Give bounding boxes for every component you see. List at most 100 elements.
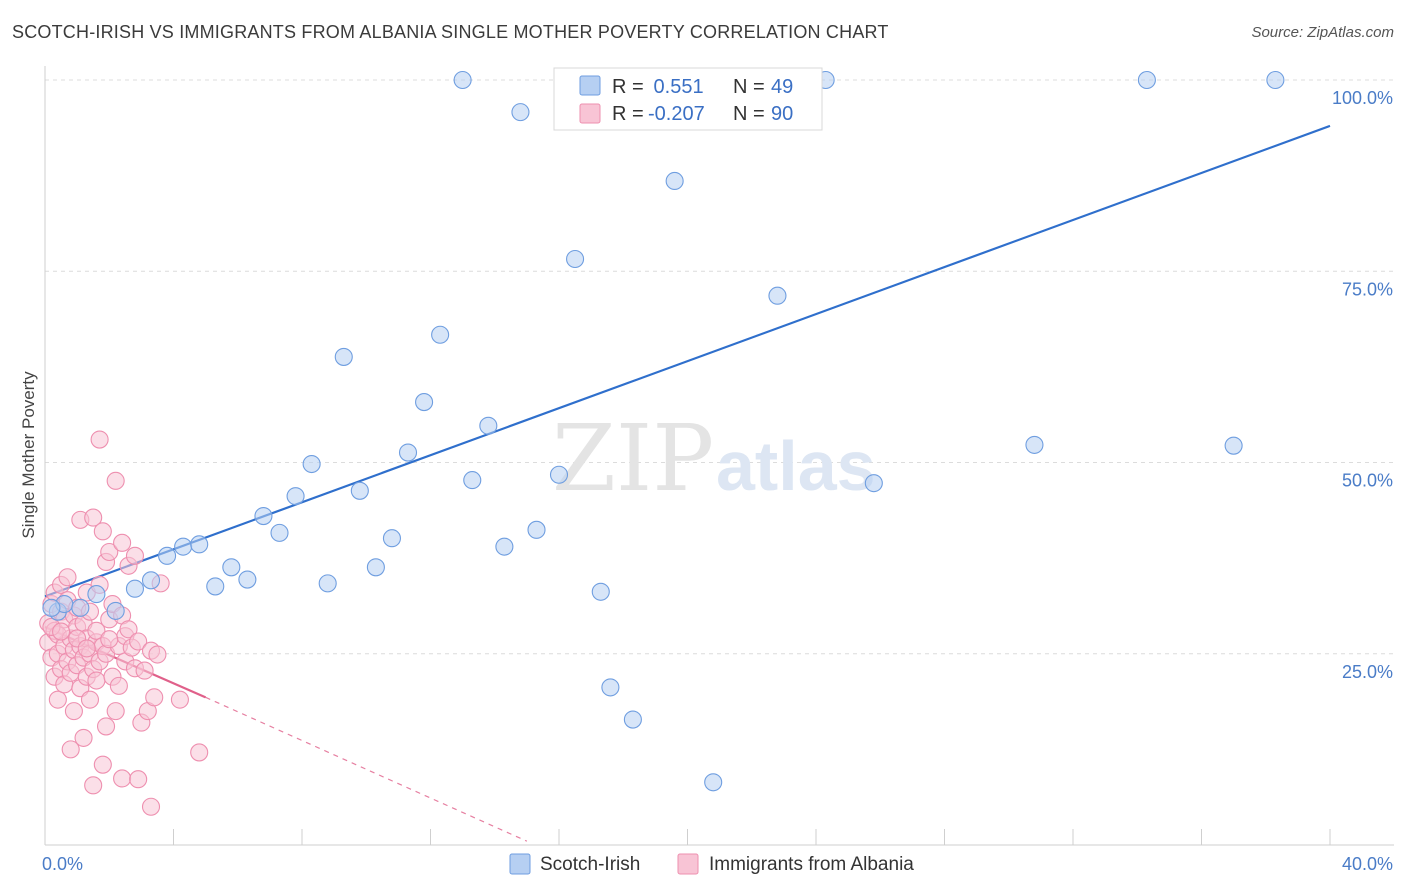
axes bbox=[44, 66, 1394, 846]
point-scotch-irish-7 bbox=[174, 537, 193, 556]
point-albania-42 bbox=[84, 776, 103, 795]
point-albania-84 bbox=[190, 743, 209, 762]
legend-n-label-0: N = bbox=[733, 76, 765, 98]
point-scotch-irish-26 bbox=[479, 416, 498, 435]
point-scotch-irish-9 bbox=[206, 577, 225, 596]
point-albania-88 bbox=[77, 639, 96, 658]
x-ticks bbox=[44, 829, 1331, 845]
point-scotch-irish-16 bbox=[318, 574, 337, 593]
point-scotch-irish-25 bbox=[463, 471, 482, 490]
point-scotch-irish-46 bbox=[1266, 70, 1285, 90]
point-scotch-irish-37 bbox=[704, 773, 723, 792]
point-albania-71 bbox=[125, 546, 144, 565]
bottom-legend-swatch-scotch-irish[interactable] bbox=[509, 853, 531, 875]
gridlines bbox=[45, 79, 1394, 655]
point-scotch-irish-30 bbox=[549, 465, 569, 484]
point-scotch-irish-22 bbox=[415, 393, 434, 412]
point-albania-60 bbox=[106, 702, 125, 721]
point-scotch-irish-43 bbox=[1025, 435, 1044, 454]
point-scotch-irish-12 bbox=[254, 506, 273, 526]
point-scotch-irish-36 bbox=[665, 171, 684, 191]
point-scotch-irish-47 bbox=[106, 601, 125, 620]
point-albania-83 bbox=[170, 690, 189, 709]
trend-line-dashed-1 bbox=[205, 696, 528, 842]
point-scotch-irish-15 bbox=[302, 454, 321, 474]
bottom-legend: Scotch-Irish Immigrants from Albania bbox=[509, 853, 914, 875]
legend-swatch-scotch-irish bbox=[579, 75, 601, 96]
y-tick-label-1: 50.0% bbox=[1342, 471, 1393, 491]
point-albania-48 bbox=[90, 430, 109, 449]
point-albania-62 bbox=[109, 676, 128, 695]
legend-r-label-0: R = bbox=[612, 76, 644, 98]
point-albania-69 bbox=[119, 620, 138, 639]
point-albania-9 bbox=[48, 690, 67, 709]
watermark: ZIP atlas bbox=[552, 405, 876, 512]
watermark-atlas: atlas bbox=[716, 427, 876, 505]
data-points bbox=[39, 70, 1285, 816]
trend-line-0 bbox=[44, 124, 1331, 598]
point-scotch-irish-2 bbox=[71, 598, 90, 617]
point-albania-18 bbox=[58, 568, 77, 587]
point-scotch-irish-32 bbox=[591, 582, 610, 601]
y-axis-label: Single Mother Poverty bbox=[19, 371, 38, 539]
point-scotch-irish-35 bbox=[623, 710, 642, 729]
point-albania-59 bbox=[106, 471, 125, 490]
point-scotch-irish-13 bbox=[270, 523, 289, 542]
point-scotch-irish-44 bbox=[1137, 70, 1156, 90]
legend-r-value-0: 0.551 bbox=[648, 76, 704, 98]
point-scotch-irish-23 bbox=[431, 325, 450, 344]
point-scotch-irish-24 bbox=[453, 70, 472, 90]
point-albania-80 bbox=[145, 688, 164, 707]
point-scotch-irish-31 bbox=[566, 249, 585, 269]
point-albania-44 bbox=[87, 621, 106, 640]
point-albania-89 bbox=[100, 630, 119, 649]
point-albania-74 bbox=[129, 632, 148, 651]
point-scotch-irish-33 bbox=[601, 678, 620, 697]
point-scotch-irish-42 bbox=[864, 474, 883, 493]
point-scotch-irish-40 bbox=[768, 286, 787, 305]
x-tick-label-min: 0.0% bbox=[42, 854, 83, 874]
legend-r-label-1: R = bbox=[612, 103, 644, 125]
point-albania-63 bbox=[113, 533, 132, 552]
x-tick-label-max: 40.0% bbox=[1342, 854, 1393, 874]
point-scotch-irish-21 bbox=[398, 443, 418, 462]
legend-swatch-albania bbox=[579, 103, 601, 124]
point-albania-55 bbox=[100, 542, 119, 562]
point-scotch-irish-19 bbox=[366, 558, 385, 577]
point-albania-21 bbox=[61, 740, 80, 759]
point-scotch-irish-45 bbox=[1224, 436, 1243, 455]
point-scotch-irish-29 bbox=[527, 520, 546, 539]
y-tick-label-3: 100.0% bbox=[1332, 88, 1393, 108]
point-albania-79 bbox=[141, 797, 161, 816]
chart-title: SCOTCH-IRISH VS IMMIGRANTS FROM ALBANIA … bbox=[12, 22, 889, 42]
point-scotch-irish-17 bbox=[334, 347, 353, 366]
point-scotch-irish-8 bbox=[190, 535, 209, 554]
point-scotch-irish-28 bbox=[511, 103, 530, 122]
y-tick-label-0: 25.0% bbox=[1342, 662, 1393, 682]
legend-r-value-1: -0.207 bbox=[648, 103, 705, 125]
point-scotch-irish-5 bbox=[141, 571, 161, 590]
legend-n-value-0: 49 bbox=[771, 76, 793, 98]
y-tick-labels: 25.0% 50.0% 75.0% 100.0% bbox=[1332, 88, 1393, 682]
point-scotch-irish-48 bbox=[42, 598, 61, 617]
y-tick-label-2: 75.0% bbox=[1342, 279, 1393, 299]
point-scotch-irish-20 bbox=[382, 529, 402, 548]
point-albania-73 bbox=[129, 770, 148, 789]
bottom-legend-label-scotch-irish: Scotch-Irish bbox=[540, 854, 640, 875]
point-albania-45 bbox=[87, 671, 106, 690]
point-albania-39 bbox=[80, 690, 100, 709]
point-albania-81 bbox=[148, 645, 167, 664]
watermark-zip: ZIP bbox=[552, 405, 714, 512]
point-scotch-irish-4 bbox=[125, 579, 144, 598]
source-label: Source: ZipAtlas.com bbox=[1251, 24, 1394, 41]
point-albania-87 bbox=[52, 622, 71, 641]
legend-n-value-1: 90 bbox=[771, 103, 793, 125]
point-albania-65 bbox=[113, 769, 132, 788]
bottom-legend-swatch-albania[interactable] bbox=[677, 853, 699, 875]
point-scotch-irish-10 bbox=[222, 558, 241, 577]
point-albania-51 bbox=[93, 755, 112, 774]
point-scotch-irish-27 bbox=[495, 537, 514, 556]
point-scotch-irish-11 bbox=[238, 570, 257, 589]
point-scotch-irish-14 bbox=[286, 487, 305, 506]
